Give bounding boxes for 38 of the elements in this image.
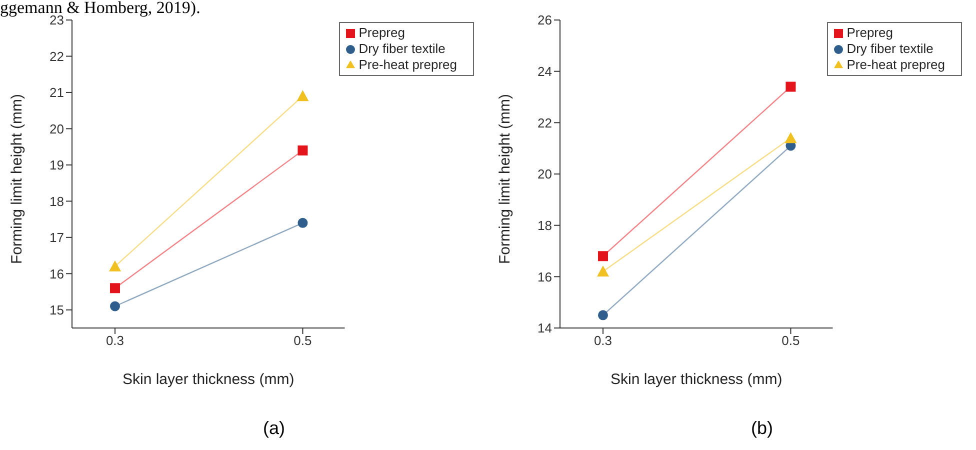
legend-label: Prepreg [846,25,893,40]
legend-label: Dry fiber textile [358,41,446,56]
point [598,251,608,262]
x-tick-label: 0.5 [294,333,312,348]
y-tick-label: 17 [50,230,64,246]
y-axis-title: Forming limit height (mm) [8,94,26,264]
y-tick-label: 18 [50,194,64,209]
x-tick-label: 0.3 [594,333,612,348]
point [110,301,120,312]
y-tick-label: 18 [538,218,552,233]
y-tick-label: 24 [538,64,552,79]
legend-label: Prepreg [358,25,405,40]
y-tick-label: 26 [538,12,552,28]
y-tick-label: 20 [538,166,552,182]
y-tick-label: 21 [50,85,64,100]
text: (a) [262,418,286,439]
y-tick-label: 15 [50,302,64,318]
text: (b) [750,418,774,439]
y-tick-label: 22 [538,115,552,130]
x-tick-label: 0.3 [106,333,124,348]
x-axis-title: Skin layer thickness (mm) [610,371,782,388]
legend-label: Dry fiber textile [846,41,934,56]
y-tick-label: 19 [50,158,64,173]
point [786,82,796,92]
y-tick-label: 22 [50,48,64,64]
y-tick-label: 16 [50,266,64,282]
y-tick-label: 16 [538,269,552,284]
y-tick-label: 20 [50,121,64,136]
point [298,145,308,156]
point [598,310,608,320]
x-axis-title: Skin layer thickness (mm) [122,371,294,388]
point [298,218,308,228]
legend-label: Pre-heat prepreg [846,57,945,72]
x-tick-label: 0.5 [782,333,800,348]
point [110,283,120,294]
legend-label: Pre-heat prepreg [358,57,457,72]
y-axis-title: Forming limit height (mm) [496,94,514,264]
y-tick-label: 14 [538,320,552,336]
